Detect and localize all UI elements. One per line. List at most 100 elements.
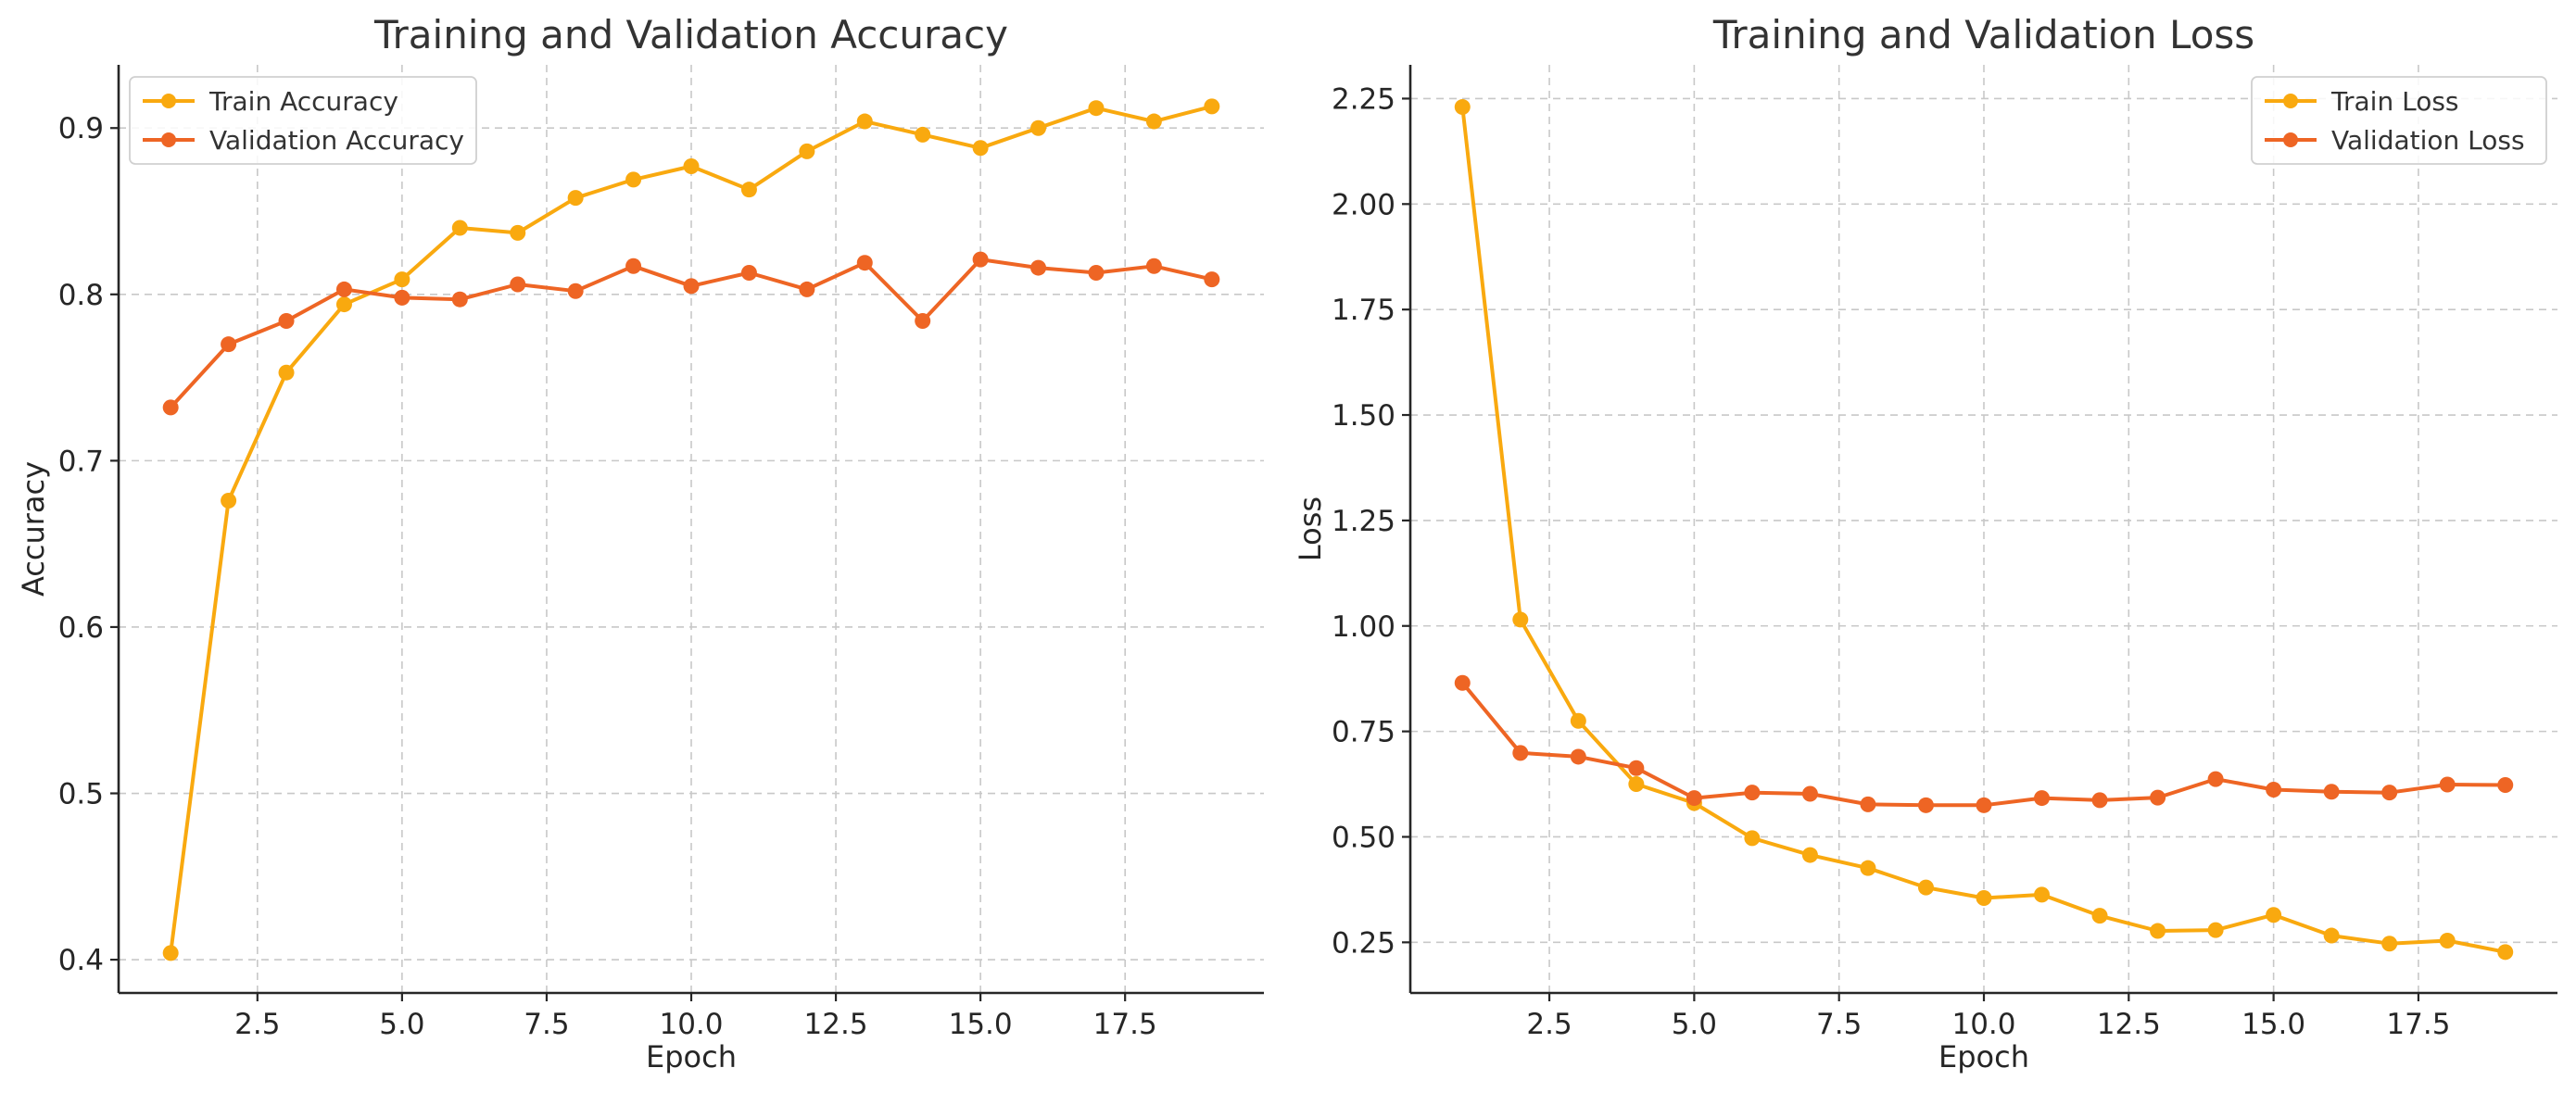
data-point [1801, 847, 1818, 863]
y-tick-label: 1.25 [1332, 505, 1395, 538]
data-point [2323, 784, 2340, 800]
data-point [162, 399, 179, 416]
x-tick-label: 10.0 [1951, 1008, 2015, 1041]
legend: Train Loss Validation Loss [2251, 76, 2547, 165]
x-tick-label: 12.5 [2097, 1008, 2161, 1041]
y-tick-label: 0.75 [1332, 716, 1395, 749]
legend-label: Train Accuracy [208, 86, 398, 117]
y-tick-label: 0.50 [1332, 821, 1395, 854]
x-axis-label: Epoch [1938, 1039, 2029, 1074]
y-axis-label: Loss [1293, 496, 1328, 561]
data-point [1454, 674, 1471, 691]
y-tick-label: 0.4 [58, 944, 104, 977]
data-point [2323, 927, 2340, 944]
data-point [856, 113, 873, 130]
data-point [221, 492, 237, 509]
data-point [740, 182, 757, 198]
legend-swatch-marker [161, 132, 176, 147]
data-point [915, 126, 931, 143]
legend-swatch-marker [2283, 132, 2298, 147]
data-point [1088, 264, 1105, 281]
data-point [1976, 797, 1992, 813]
data-point [2439, 933, 2456, 949]
data-point [2207, 922, 2224, 938]
data-point [2091, 908, 2108, 924]
data-point [510, 276, 526, 293]
data-point [162, 945, 179, 961]
data-point [1030, 259, 1047, 276]
x-tick-label: 10.0 [659, 1008, 723, 1041]
chart-panel-2: 2.5 5.0 7.5 10.0 12.5 15.0 17.5 0.25 0.50 0.75 1.0… [1293, 12, 2557, 1074]
x-tick-label: 17.5 [2386, 1008, 2450, 1041]
data-point [972, 251, 989, 268]
legend-label: Train Loss [2330, 86, 2459, 117]
data-point [625, 171, 642, 188]
y-axis-label: Accuracy [16, 461, 51, 597]
data-point [2034, 886, 2051, 903]
data-point [1686, 790, 1702, 807]
y-tick-label: 1.75 [1332, 294, 1395, 327]
x-tick-label: 7.5 [1816, 1008, 1862, 1041]
data-point [2207, 771, 2224, 787]
data-point [1860, 796, 1876, 812]
data-point [335, 281, 352, 297]
data-point [1917, 879, 1934, 896]
data-point [1204, 271, 1220, 288]
data-point [740, 264, 757, 281]
data-point [1744, 830, 1761, 847]
data-point [1088, 100, 1105, 117]
data-point [856, 255, 873, 271]
x-tick-label: 5.0 [1672, 1008, 1717, 1041]
data-point [1917, 797, 1934, 813]
y-tick-label: 0.5 [58, 778, 104, 811]
data-point [1628, 776, 1645, 793]
data-point [625, 258, 642, 274]
data-point [1204, 98, 1220, 115]
data-point [394, 271, 410, 288]
data-point [1512, 745, 1529, 761]
x-tick-label: 15.0 [949, 1008, 1013, 1041]
legend-label: Validation Loss [2331, 125, 2525, 156]
x-tick-label: 2.5 [234, 1008, 280, 1041]
data-point [451, 220, 468, 236]
data-point [1801, 785, 1818, 802]
data-point [2381, 936, 2398, 952]
x-tick-label: 2.5 [1526, 1008, 1572, 1041]
data-point [799, 143, 815, 159]
data-point [2439, 776, 2456, 793]
chart-title: Training and Validation Loss [1712, 12, 2254, 57]
data-point [394, 289, 410, 306]
data-point [1744, 785, 1761, 801]
y-tick-label: 2.25 [1332, 82, 1395, 116]
legend-box [2251, 76, 2547, 165]
data-point [335, 296, 352, 313]
x-tick-label: 7.5 [524, 1008, 569, 1041]
legend-box [129, 76, 477, 165]
data-point [915, 313, 931, 330]
data-point [799, 281, 815, 297]
chart-title: Training and Validation Accuracy [373, 12, 1008, 57]
y-tick-label: 0.6 [58, 611, 104, 645]
data-point [567, 283, 584, 299]
data-point [510, 224, 526, 241]
data-point [972, 140, 989, 157]
data-point [1030, 119, 1047, 136]
data-point [683, 158, 700, 175]
y-tick-label: 1.50 [1332, 399, 1395, 433]
data-point [1145, 113, 1162, 130]
y-tick-label: 0.7 [58, 445, 104, 478]
legend-swatch-marker [161, 94, 176, 108]
x-tick-label: 5.0 [379, 1008, 424, 1041]
data-point [1570, 748, 1586, 765]
data-point [1145, 258, 1162, 274]
data-point [1628, 760, 1645, 776]
data-point [2150, 923, 2166, 939]
x-axis-label: Epoch [646, 1039, 737, 1074]
data-point [1860, 860, 1876, 876]
data-point [1976, 890, 1992, 907]
legend-label: Validation Accuracy [209, 125, 464, 156]
data-point [278, 313, 295, 330]
chart-panel-1: 2.5 5.0 7.5 10.0 12.5 15.0 17.5 0.4 0.5 0.6 0.7 0.8… [16, 12, 1264, 1074]
x-tick-label: 15.0 [2241, 1008, 2305, 1041]
data-point [2150, 789, 2166, 806]
